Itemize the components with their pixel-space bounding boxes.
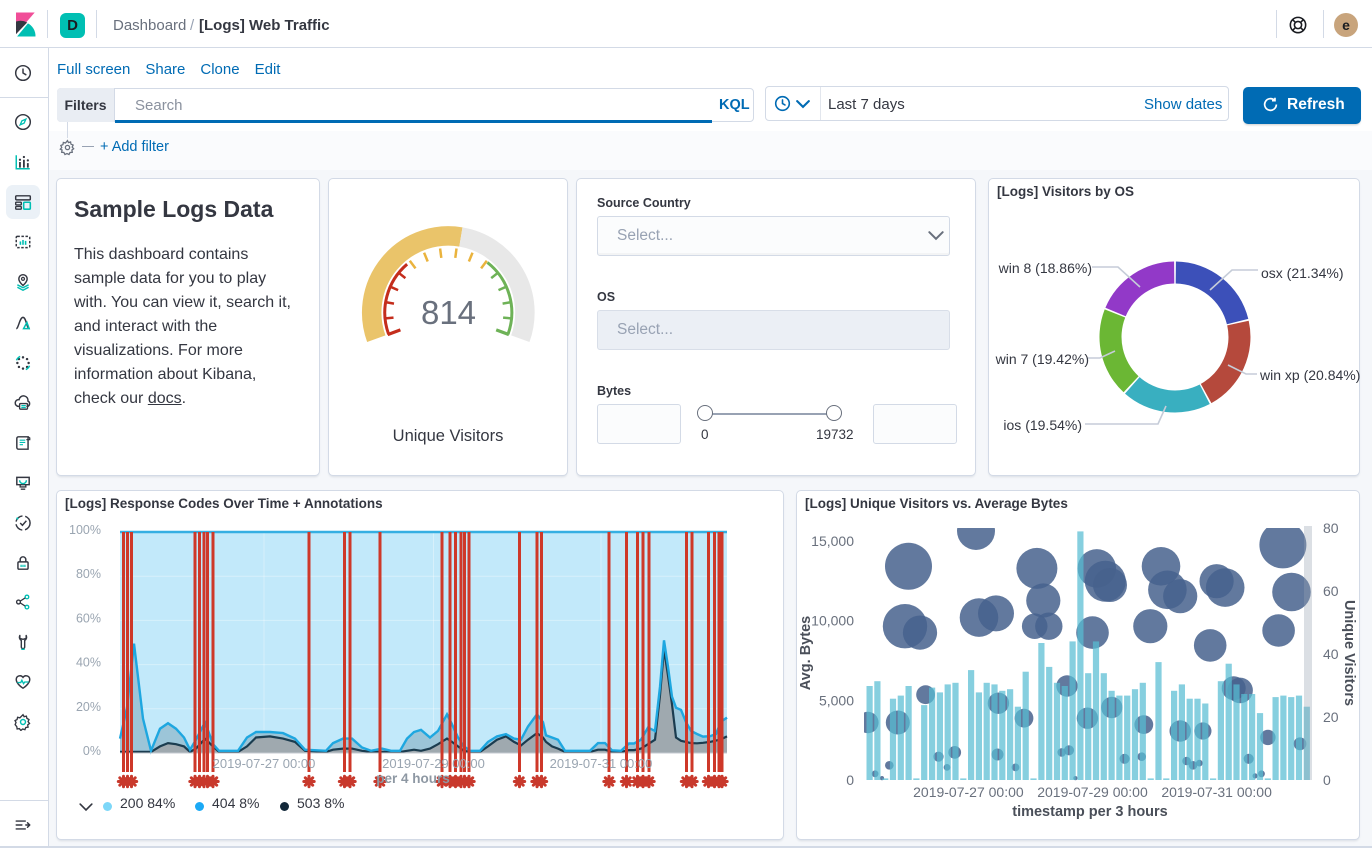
svg-text:0: 0 xyxy=(1323,772,1331,788)
svg-text:2019-07-31 00:00: 2019-07-31 00:00 xyxy=(1161,784,1272,800)
svg-text:60%: 60% xyxy=(76,611,101,625)
svg-text:0%: 0% xyxy=(83,744,101,758)
svg-text:2019-07-27 00:00: 2019-07-27 00:00 xyxy=(213,756,316,771)
svg-text:40%: 40% xyxy=(76,656,101,670)
svg-text:15,000: 15,000 xyxy=(811,533,854,549)
svg-text:2019-07-29 00:00: 2019-07-29 00:00 xyxy=(382,756,485,771)
svg-text:0: 0 xyxy=(846,772,854,788)
svg-text:60: 60 xyxy=(1323,583,1339,599)
svg-text:5,000: 5,000 xyxy=(819,692,854,708)
svg-text:100%: 100% xyxy=(69,523,101,537)
svg-text:2019-07-27 00:00: 2019-07-27 00:00 xyxy=(913,784,1024,800)
svg-text:2019-07-31 00:00: 2019-07-31 00:00 xyxy=(550,756,653,771)
svg-text:timestamp per 3 hours: timestamp per 3 hours xyxy=(1012,804,1168,820)
svg-text:10,000: 10,000 xyxy=(811,613,854,629)
svg-text:Avg. Bytes: Avg. Bytes xyxy=(798,616,814,690)
svg-text:20%: 20% xyxy=(76,700,101,714)
svg-text:40: 40 xyxy=(1323,646,1339,662)
svg-text:80: 80 xyxy=(1323,520,1339,536)
svg-text:2019-07-29 00:00: 2019-07-29 00:00 xyxy=(1037,784,1148,800)
svg-text:per 4 hours: per 4 hours xyxy=(376,771,450,786)
svg-text:80%: 80% xyxy=(76,567,101,581)
svg-text:20: 20 xyxy=(1323,709,1339,725)
svg-text:Unique Visitors: Unique Visitors xyxy=(1341,600,1357,706)
